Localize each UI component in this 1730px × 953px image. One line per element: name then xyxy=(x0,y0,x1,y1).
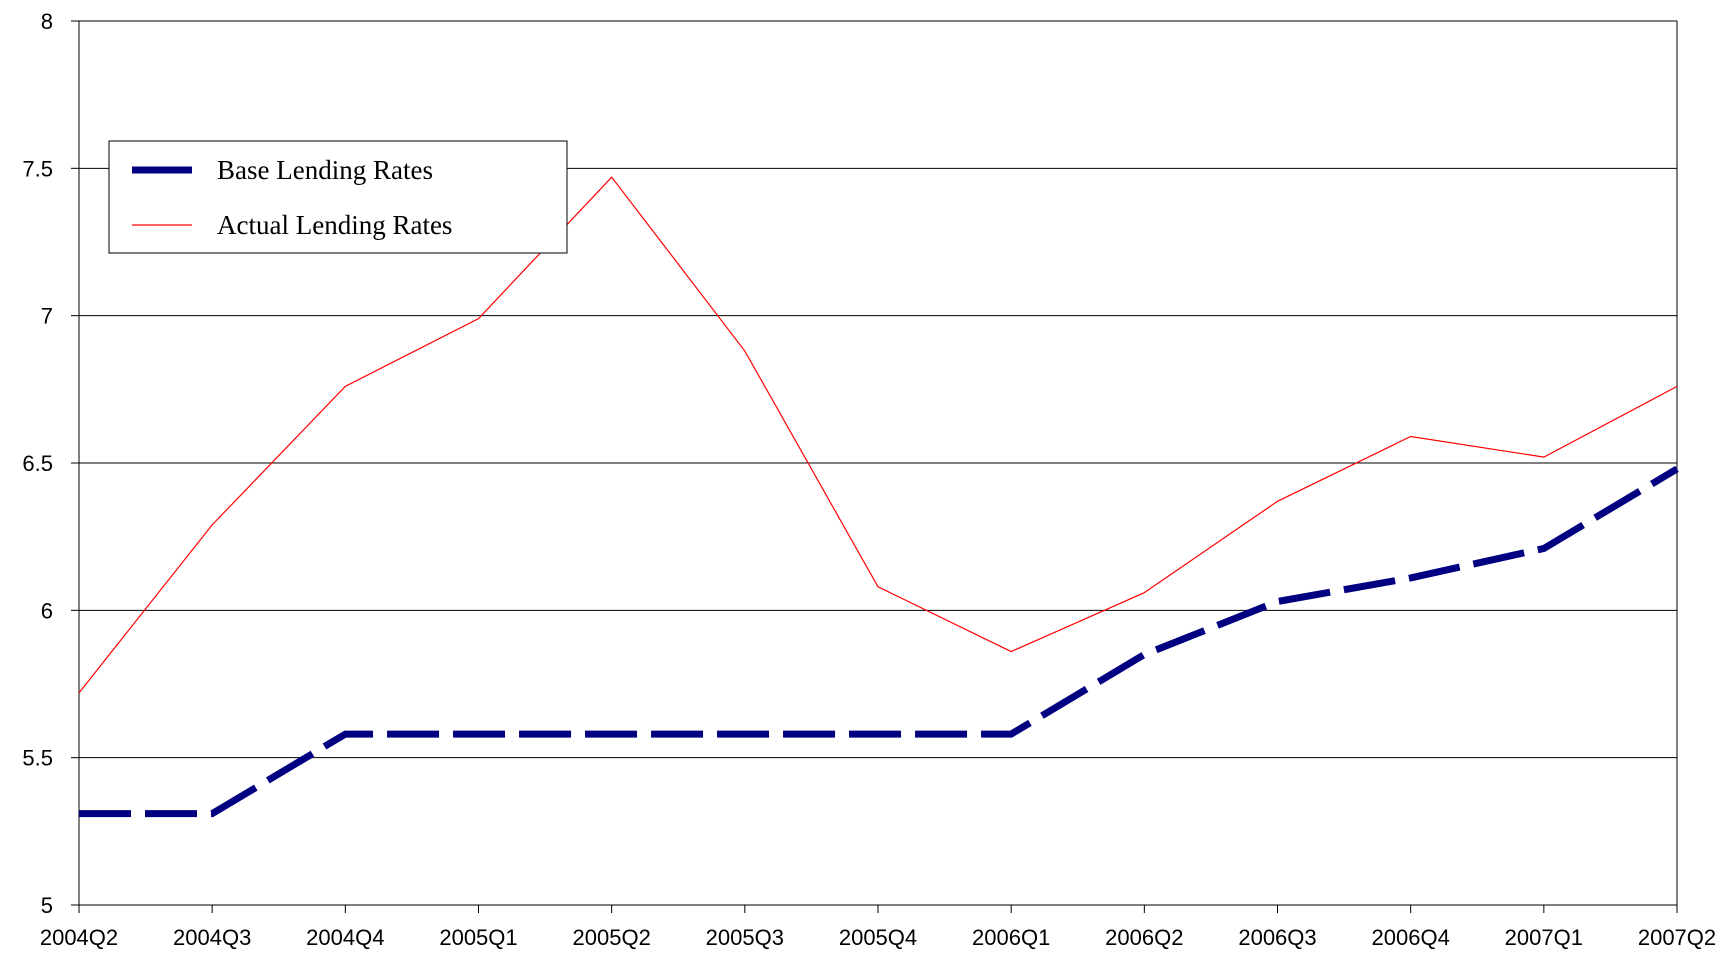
y-tick-label: 6.5 xyxy=(22,451,53,476)
series xyxy=(78,176,1679,818)
x-tick-label: 2005Q4 xyxy=(839,925,917,950)
x-tick-label: 2004Q4 xyxy=(306,925,384,950)
legend: Base Lending Rates Actual Lending Rates xyxy=(108,140,568,254)
axes: 5 5.5 6 6.5 7 7.5 8 2004Q2 2004Q3 2004Q4 2005Q1 200… xyxy=(22,9,1716,950)
x-tick-label: 2004Q3 xyxy=(173,925,251,950)
x-tick-label: 2005Q2 xyxy=(573,925,651,950)
x-tick-label: 2006Q2 xyxy=(1105,925,1183,950)
y-tick-label: 7 xyxy=(41,304,53,329)
legend-box xyxy=(108,140,568,254)
y-tick-label: 5.5 xyxy=(22,746,53,771)
x-tick-label: 2007Q1 xyxy=(1505,925,1583,950)
x-tick-label: 2006Q3 xyxy=(1238,925,1316,950)
series-line xyxy=(79,465,1679,818)
legend-label: Base Lending Rates xyxy=(217,155,433,185)
x-tick-label: 2004Q2 xyxy=(40,925,118,950)
y-tick-label: 6 xyxy=(41,598,53,623)
x-tick-label: 2006Q1 xyxy=(972,925,1050,950)
legend-label: Actual Lending Rates xyxy=(217,210,452,240)
series-line xyxy=(78,176,1678,694)
x-tick-label: 2005Q3 xyxy=(706,925,784,950)
y-tick-label: 5 xyxy=(41,893,53,918)
y-tick-label: 8 xyxy=(41,9,53,34)
x-tick-label: 2005Q1 xyxy=(439,925,517,950)
y-tick-label: 7.5 xyxy=(22,156,53,181)
x-tick-label: 2007Q2 xyxy=(1638,925,1716,950)
x-tick-label: 2006Q4 xyxy=(1372,925,1450,950)
